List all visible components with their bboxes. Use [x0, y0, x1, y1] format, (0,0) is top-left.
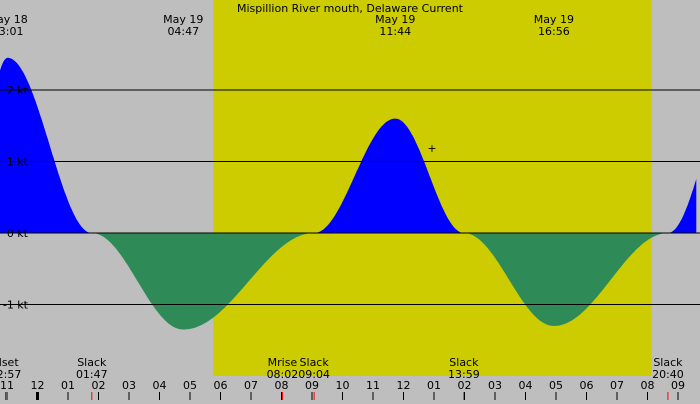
x-tick-label: 01 — [427, 379, 441, 392]
extreme-time-label: 04:47 — [167, 25, 199, 38]
x-tick-label: 10 — [336, 379, 350, 392]
x-tick-label: 04 — [519, 379, 533, 392]
event-name-label: Mset — [0, 356, 19, 369]
extreme-date-label: May 19 — [163, 13, 203, 26]
event-time-label: 22:57 — [0, 368, 21, 381]
y-tick-label: 0 kt — [7, 227, 29, 240]
event-name-label: Slack — [653, 356, 683, 369]
event-time-label: 09:04 — [298, 368, 330, 381]
y-tick-label: 2 kt — [7, 84, 29, 97]
chart-title: Mispillion River mouth, Delaware Current — [237, 2, 464, 15]
event-name-label: Slack — [449, 356, 479, 369]
x-tick-label: 05 — [183, 379, 197, 392]
event-name-label: Slack — [77, 356, 107, 369]
cursor-crosshair-marker: + — [427, 142, 436, 155]
x-tick-label: 11 — [0, 379, 14, 392]
extreme-date-label: May 19 — [375, 13, 415, 26]
extreme-date-label: May 18 — [0, 13, 28, 26]
extreme-time-label: 16:56 — [538, 25, 570, 38]
y-tick-label: 1 kt — [7, 156, 29, 169]
x-tick-label: 06 — [580, 379, 594, 392]
x-tick-label: 12 — [31, 379, 45, 392]
flood-current-area — [314, 118, 464, 233]
x-tick-label: 07 — [244, 379, 258, 392]
x-tick-label: 02 — [92, 379, 106, 392]
x-tick-label: 08 — [641, 379, 655, 392]
x-tick-label: 06 — [214, 379, 228, 392]
event-time-label: 01:47 — [76, 368, 108, 381]
event-name-label: Mrise — [268, 356, 298, 369]
flood-current-area — [0, 57, 92, 233]
x-tick-label: 01 — [61, 379, 75, 392]
x-tick-label: 12 — [397, 379, 411, 392]
extreme-time-label: 23:01 — [0, 25, 23, 38]
x-tick-label: 02 — [458, 379, 472, 392]
x-tick-label: 05 — [549, 379, 563, 392]
x-tick-label: 07 — [610, 379, 624, 392]
x-tick-label: 09 — [305, 379, 319, 392]
y-tick-label: -1 kt — [3, 299, 29, 312]
event-time-label: 08:02 — [267, 368, 299, 381]
extreme-date-label: May 19 — [534, 13, 574, 26]
event-time-label: 20:40 — [652, 368, 684, 381]
flood-current-area — [668, 178, 697, 233]
x-tick-label: 11 — [366, 379, 380, 392]
event-time-label: 13:59 — [448, 368, 480, 381]
ebb-current-area — [464, 233, 668, 326]
x-tick-label: 08 — [275, 379, 289, 392]
extreme-time-label: 11:44 — [379, 25, 411, 38]
x-tick-label: 04 — [153, 379, 167, 392]
x-tick-label: 09 — [671, 379, 685, 392]
x-tick-label: 03 — [122, 379, 136, 392]
ebb-current-area — [92, 233, 314, 330]
event-name-label: Slack — [300, 356, 330, 369]
x-tick-label: 03 — [488, 379, 502, 392]
